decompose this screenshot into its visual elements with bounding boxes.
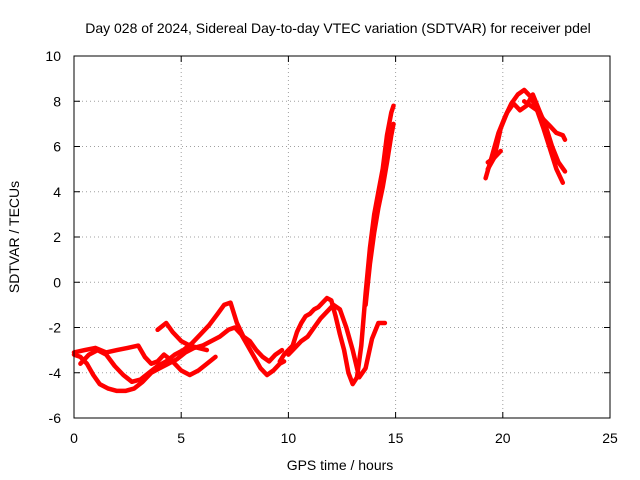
series-arc-2 [78,300,285,385]
y-tick-label: 6 [53,139,61,155]
series-arc-11 [521,99,568,142]
series-arc-3 [71,343,218,378]
x-axis: 0 5 10 15 20 25 [70,56,618,446]
y-tick-label: 10 [45,48,61,64]
x-tick-label: 25 [602,430,618,446]
series-arc-5 [277,103,396,387]
y-tick-label: -6 [49,410,62,426]
y-tick-label: -4 [49,365,62,381]
x-tick-label: 15 [388,430,404,446]
chart-title: Day 028 of 2024, Sidereal Day-to-day VTE… [85,20,591,36]
y-tick-label: 4 [53,184,61,200]
x-tick-label: 10 [281,430,297,446]
y-axis: -6 -4 -2 0 2 4 6 8 10 [45,48,610,426]
x-axis-label: GPS time / hours [287,457,394,473]
series-arc-1 [71,325,287,394]
y-tick-label: -2 [49,320,62,336]
series-arc-7 [363,121,396,308]
x-tick-label: 20 [495,430,511,446]
x-tick-label: 5 [177,430,185,446]
series-arc-4 [155,320,210,353]
series-arc-9 [485,92,568,174]
y-tick-label: 8 [53,93,61,109]
x-tick-label: 0 [70,430,78,446]
data-series [71,87,568,394]
series-arc-10 [485,148,503,165]
series-arc-6 [286,302,388,380]
y-tick-label: 2 [53,229,61,245]
y-tick-label: 0 [53,274,61,290]
y-axis-label: SDTVAR / TECUs [6,181,22,293]
